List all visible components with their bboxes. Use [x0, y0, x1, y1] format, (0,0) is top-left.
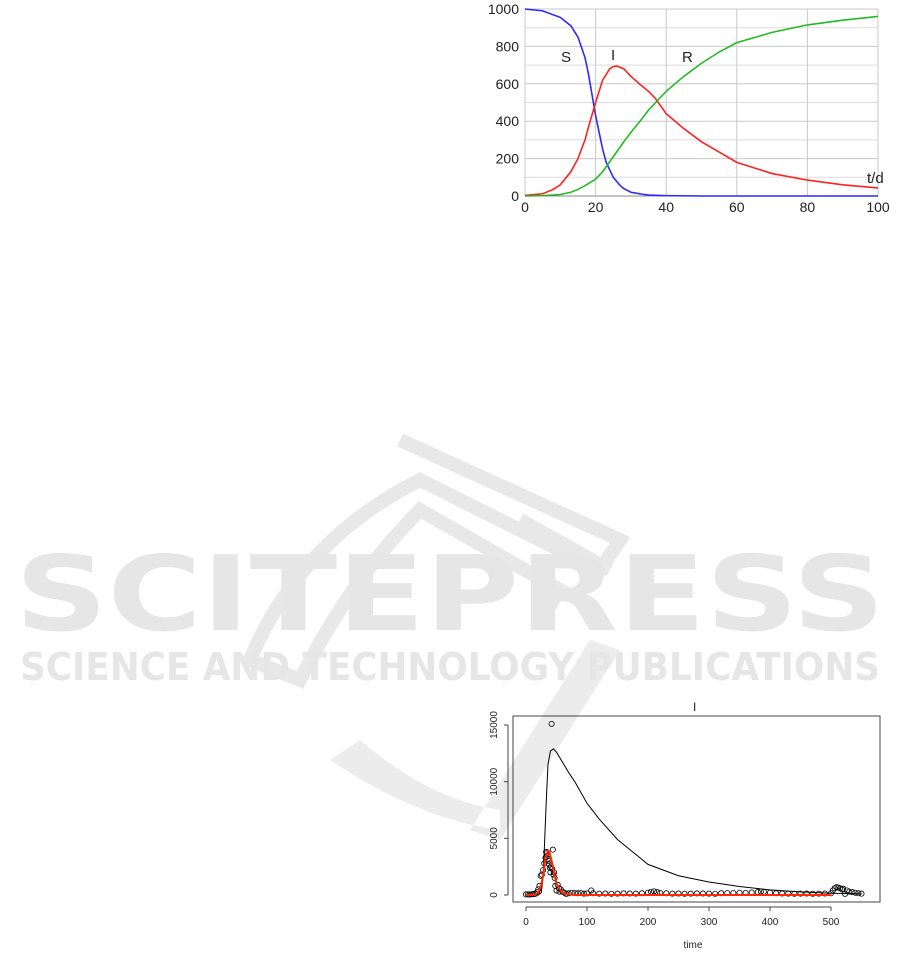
- x-tick-label: 40: [658, 199, 674, 215]
- data-point: [809, 890, 816, 897]
- fitted-curve: [525, 849, 831, 896]
- y-tick-label: 600: [496, 76, 520, 92]
- data-point: [852, 889, 859, 896]
- data-point: [687, 890, 694, 897]
- y-tick-label: 15000: [489, 711, 500, 739]
- data-point: [549, 846, 556, 853]
- data-point: [803, 890, 810, 897]
- y-tick-label: 0: [489, 892, 500, 898]
- watermark-title: SCITEPRESS: [15, 533, 885, 655]
- x-tick-label: 300: [701, 917, 718, 928]
- series-lines: [524, 8, 879, 197]
- data-point: [596, 890, 603, 897]
- data-point: [614, 890, 621, 897]
- data-point: [681, 890, 688, 897]
- data-point: [632, 890, 639, 897]
- data-point: [626, 890, 633, 897]
- data-point: [675, 890, 682, 897]
- data-point: [608, 890, 615, 897]
- plot-frame: [512, 715, 881, 903]
- y-tick-label: 1000: [488, 1, 519, 17]
- data-point: [846, 888, 853, 895]
- y-tick-label: 200: [496, 151, 520, 167]
- x-tick-label: 400: [762, 917, 779, 928]
- data-point: [760, 888, 767, 895]
- x-tick-label: 0: [521, 199, 529, 215]
- x-tick-label: 100: [866, 199, 890, 215]
- data-point: [548, 720, 555, 727]
- x-tick-label: 20: [588, 199, 604, 215]
- grid: [524, 8, 879, 197]
- data-point: [840, 885, 847, 892]
- x-tick-label: 80: [800, 199, 816, 215]
- watermark-logo: [240, 433, 631, 689]
- series-label-i: I: [611, 47, 615, 64]
- series-label-s: S: [561, 49, 571, 66]
- x-axis-label: time: [684, 940, 703, 951]
- y-tick-label: 10000: [489, 767, 500, 795]
- x-tick-label: 60: [729, 199, 745, 215]
- data-point: [699, 890, 706, 897]
- watermark: SCITEPRESS SCIENCE AND TECHNOLOGY PUBLIC…: [15, 433, 885, 840]
- y-tick-label: 400: [496, 113, 520, 129]
- data-point: [651, 888, 658, 895]
- watermark-subtitle: SCIENCE AND TECHNOLOGY PUBLICATIONS: [20, 645, 880, 689]
- y-tick-label: 5000: [489, 827, 500, 850]
- data-point: [706, 890, 713, 897]
- chart-title: I: [693, 700, 696, 714]
- data-point: [669, 890, 676, 897]
- x-axis-label: t/d: [867, 170, 884, 187]
- data-point: [693, 890, 700, 897]
- watermark-check: [330, 640, 620, 840]
- series-line-s: [524, 8, 878, 197]
- y-tick-label: 800: [496, 38, 520, 54]
- series-label-r: R: [682, 49, 693, 66]
- data-point: [620, 890, 627, 897]
- series-marks: [523, 720, 865, 898]
- data-point: [712, 890, 719, 897]
- x-tick-label: 500: [823, 917, 840, 928]
- data-point: [602, 890, 609, 897]
- series-line-i: [524, 65, 879, 197]
- model-curve: [526, 748, 862, 896]
- x-tick-label: 0: [523, 917, 529, 928]
- data-point: [797, 890, 804, 897]
- data-point: [815, 890, 822, 897]
- x-tick-label: 200: [640, 917, 657, 928]
- data-point: [580, 890, 587, 897]
- data-point: [584, 890, 591, 897]
- y-tick-label: 0: [511, 188, 519, 204]
- data-point: [849, 889, 856, 896]
- x-tick-label: 100: [579, 917, 596, 928]
- series-line-r: [524, 15, 879, 197]
